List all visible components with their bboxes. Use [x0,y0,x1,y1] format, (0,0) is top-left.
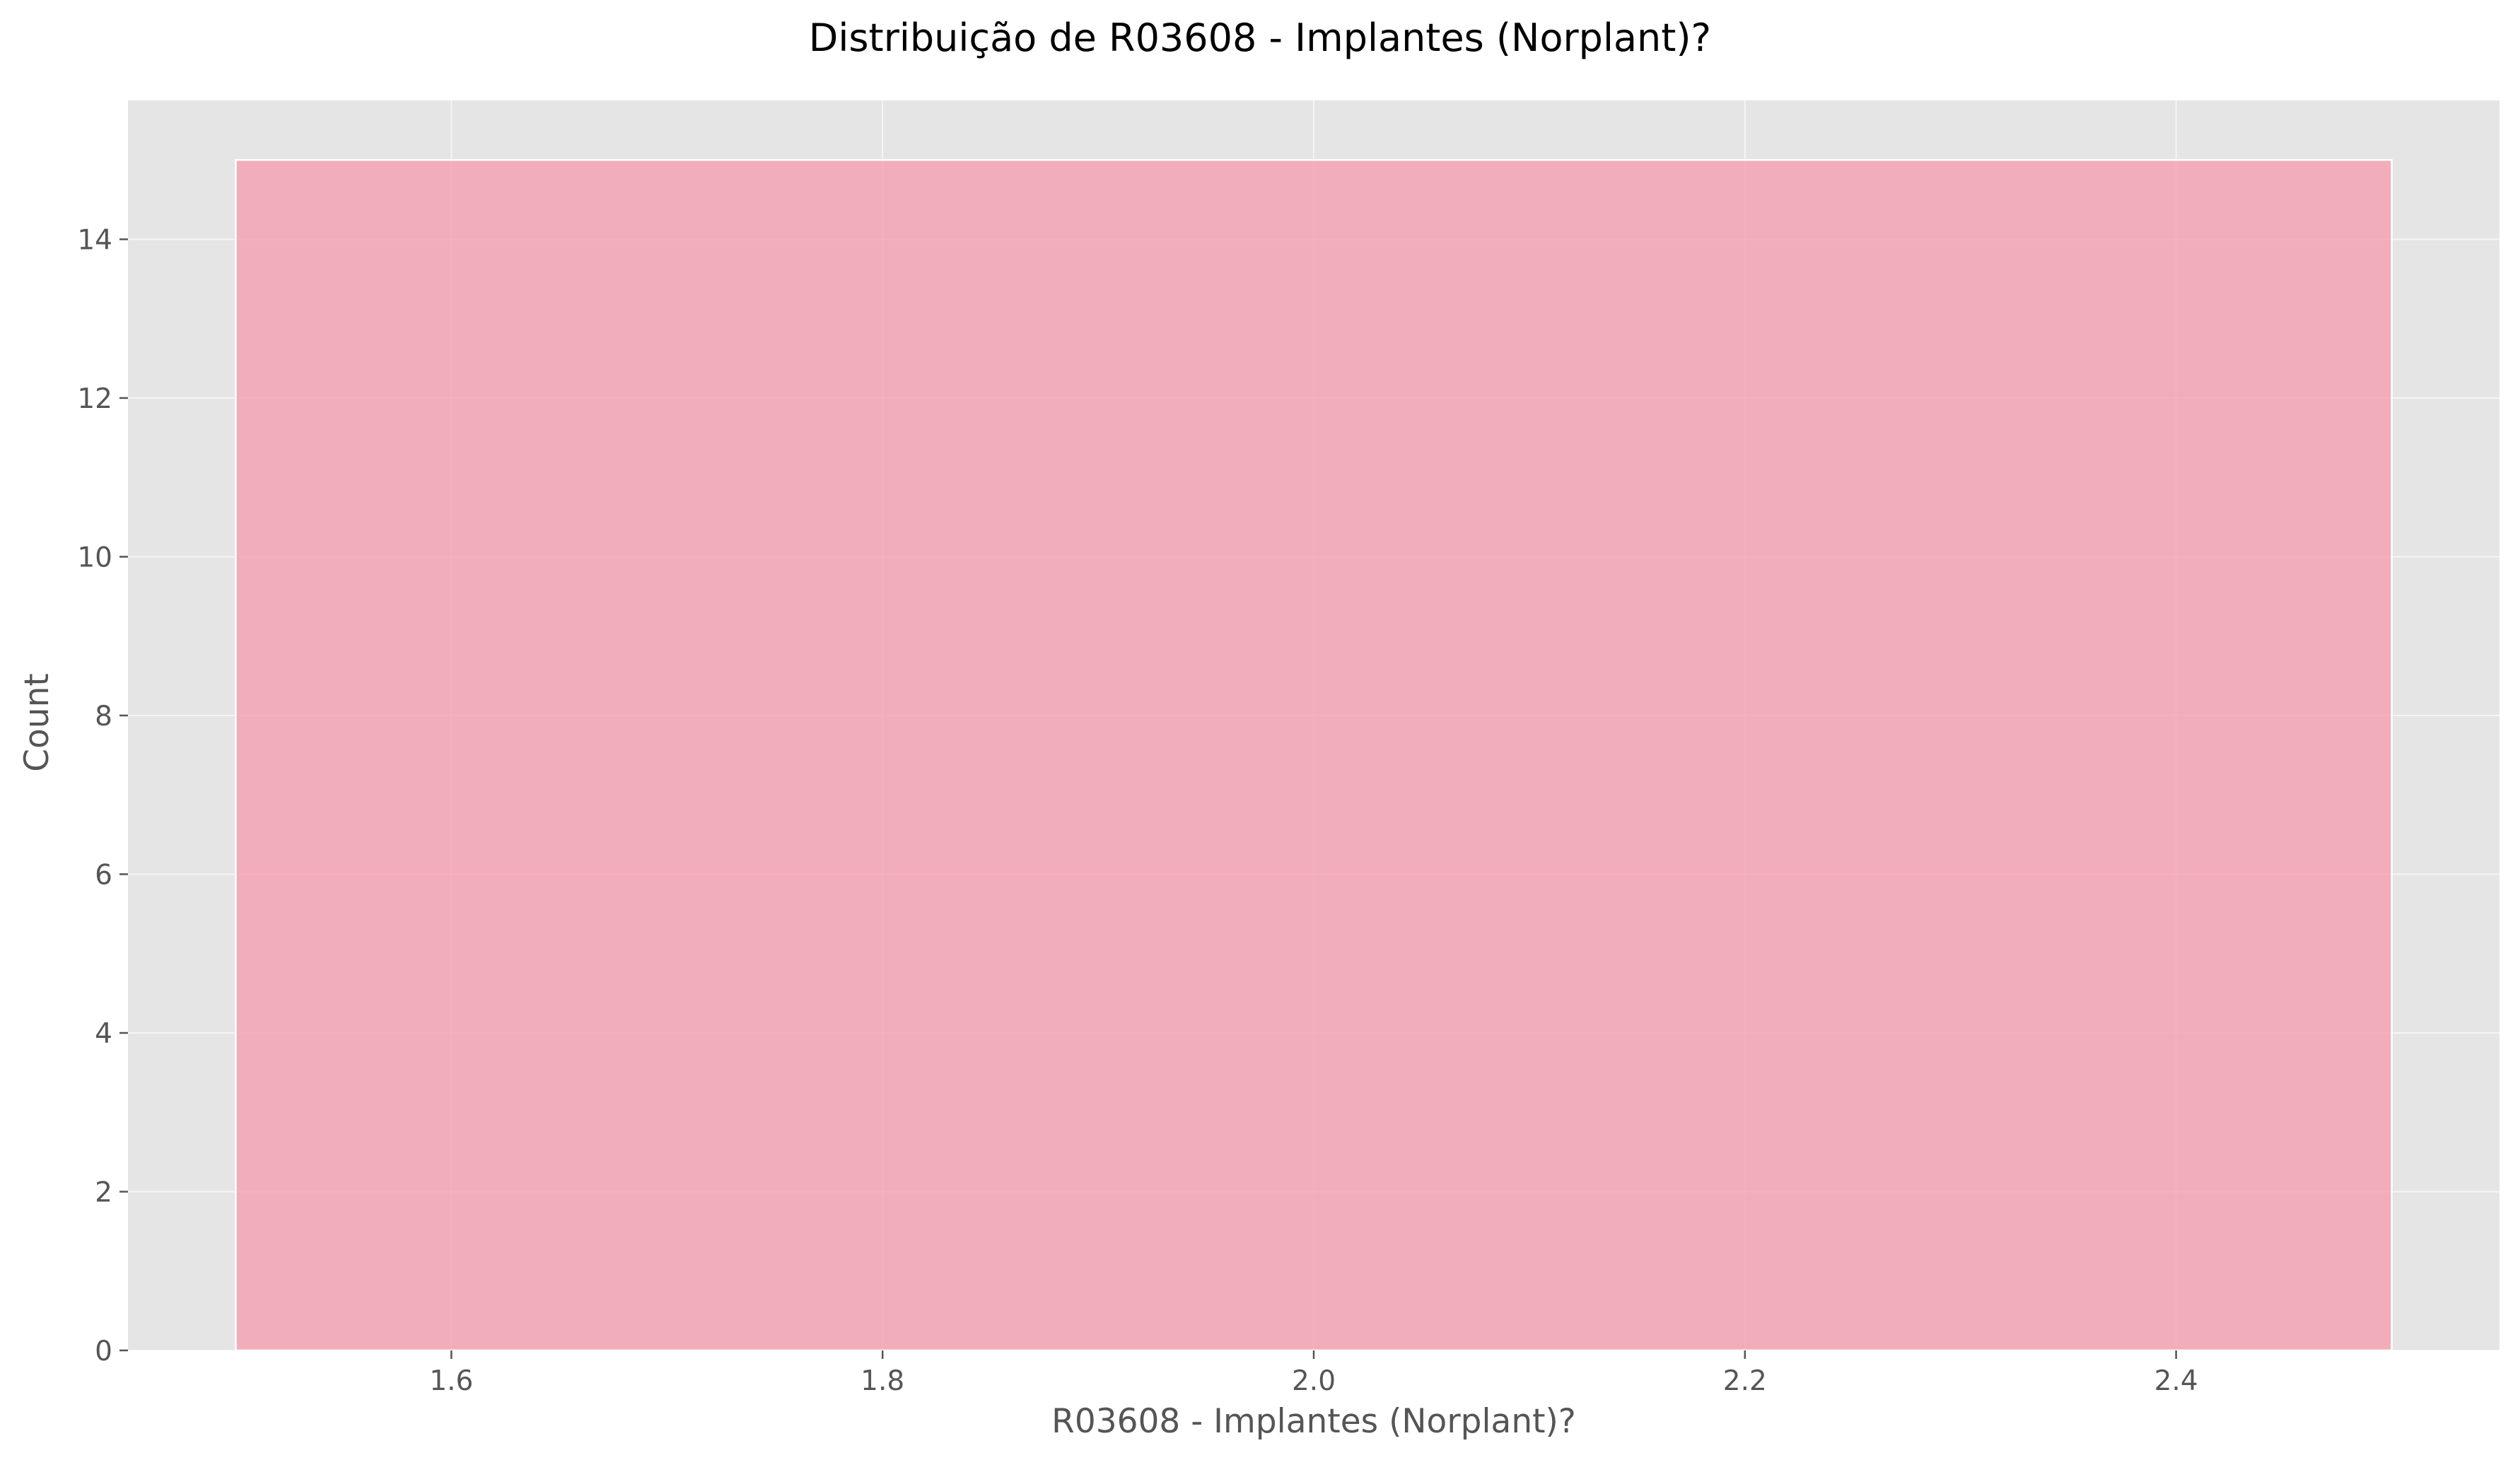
x-tick-label: 2.4 [2154,1365,2198,1397]
y-tick-label: 12 [77,383,112,415]
x-tick-label: 2.2 [1723,1365,1767,1397]
y-tick-label: 0 [95,1336,112,1367]
x-axis-label: R03608 - Implantes (Norplant)? [1051,1402,1576,1441]
y-axis: 0 2 4 6 8 10 12 14 [77,224,128,1367]
bars [235,158,2393,1352]
y-tick-label: 4 [95,1018,112,1050]
x-axis: 1.6 1.8 2.0 2.2 2.4 [429,1350,2198,1397]
x-tick-label: 1.8 [861,1365,904,1397]
histogram-bar [235,158,2393,1352]
y-tick-label: 14 [77,224,112,256]
x-tick-label: 1.6 [429,1365,473,1397]
chart-title: Distribuição de R03608 - Implantes (Norp… [809,16,1711,60]
y-tick-label: 2 [95,1176,112,1208]
y-axis-label: Count [18,673,57,772]
y-tick-label: 6 [95,859,112,891]
x-tick-label: 2.0 [1292,1365,1336,1397]
y-tick-label: 10 [77,542,112,573]
y-tick-label: 8 [95,701,112,732]
